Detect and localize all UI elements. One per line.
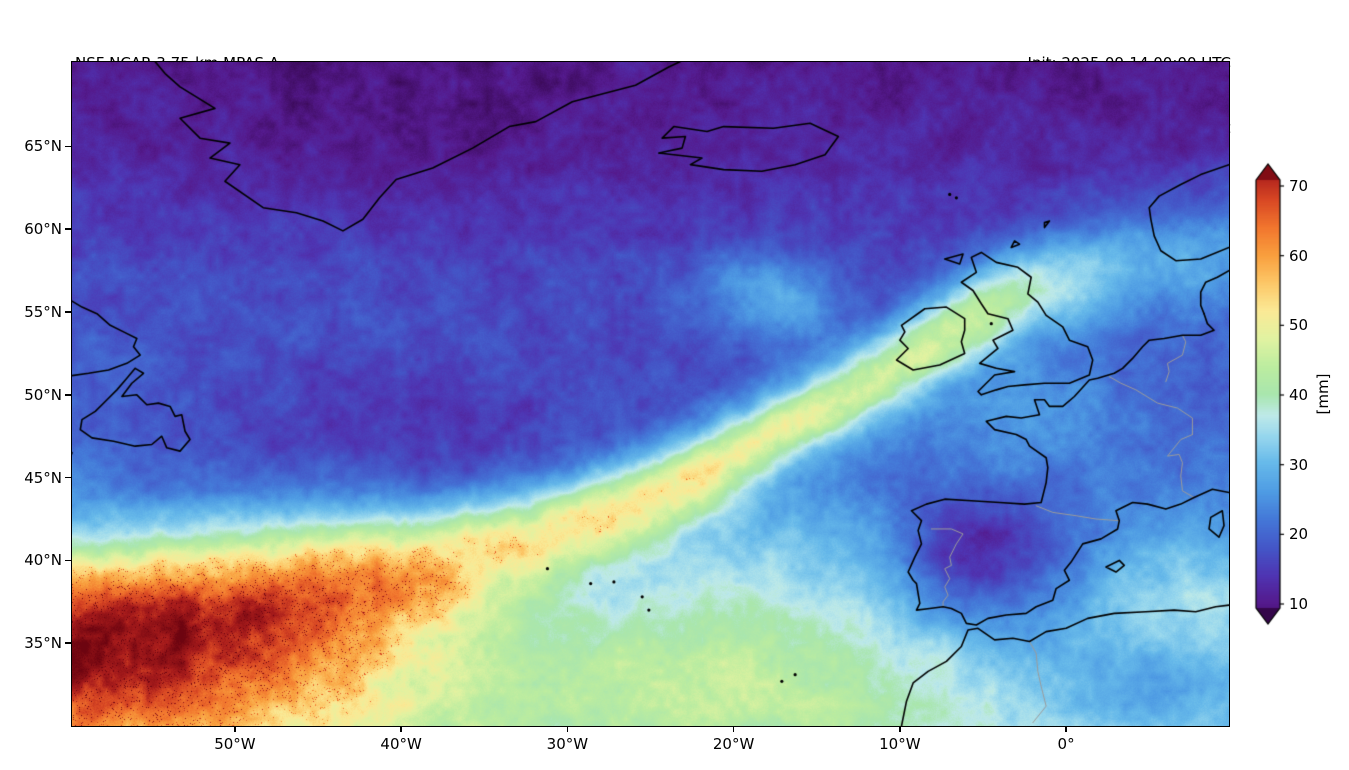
lat-tick-label: 40°N	[24, 551, 62, 570]
colorbar-unit-label: [mm]	[1314, 373, 1332, 415]
map-frame	[70, 60, 1230, 727]
lat-tick-label: 50°N	[24, 385, 62, 404]
lon-tickmark	[899, 726, 901, 732]
lon-tickmark	[732, 726, 735, 732]
lat-tick-label: 35°N	[24, 634, 62, 653]
lon-tickmark	[1065, 726, 1067, 732]
colorbar-canvas	[1253, 160, 1287, 630]
colorbar-tick-label: 20	[1289, 525, 1309, 544]
colorbar-tick-label: 30	[1289, 455, 1309, 474]
map-canvas	[71, 61, 1229, 726]
lon-tickmark	[566, 726, 569, 732]
colorbar-tick-label: 50	[1289, 316, 1309, 335]
lon-tick-label: 50°W	[214, 735, 256, 753]
lon-tickmark	[400, 726, 402, 732]
lat-tick-label: 55°N	[24, 303, 62, 322]
lon-tick-label: 30°W	[546, 735, 589, 753]
lon-tick-label: 20°W	[712, 735, 755, 753]
lat-tick-label: 45°N	[24, 468, 62, 487]
lat-tick-label: 65°N	[24, 137, 62, 156]
lon-tick-label: 10°W	[879, 735, 921, 753]
colorbar-tick-label: 60	[1289, 246, 1309, 265]
colorbar-tick-label: 10	[1289, 595, 1309, 613]
lat-tick-label: 60°N	[24, 220, 62, 239]
colorbar-tick-label: 70	[1289, 177, 1309, 195]
lon-tickmark	[234, 726, 236, 732]
lon-tick-label: 0°	[1057, 735, 1075, 753]
lon-tick-label: 40°W	[380, 735, 422, 753]
